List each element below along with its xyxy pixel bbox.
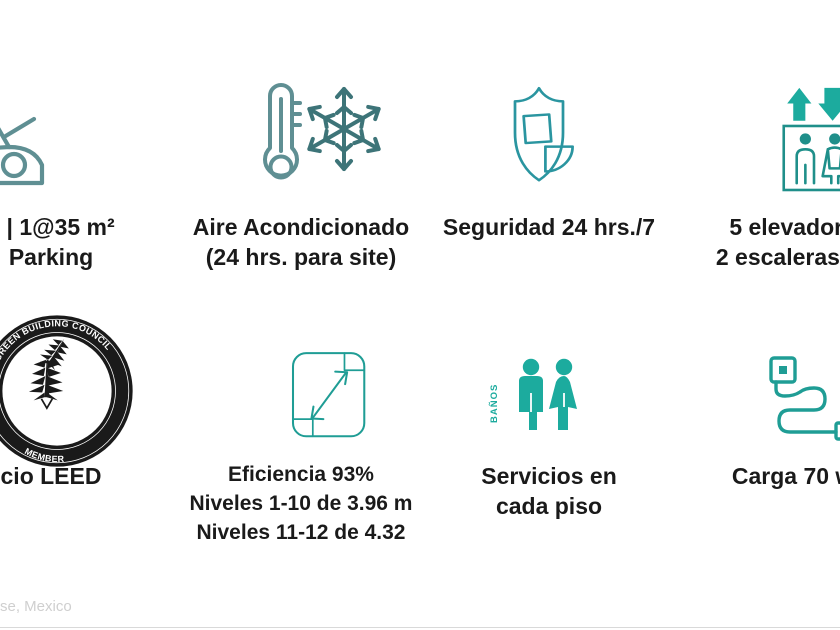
svg-text:BAÑOS: BAÑOS [489,384,500,423]
